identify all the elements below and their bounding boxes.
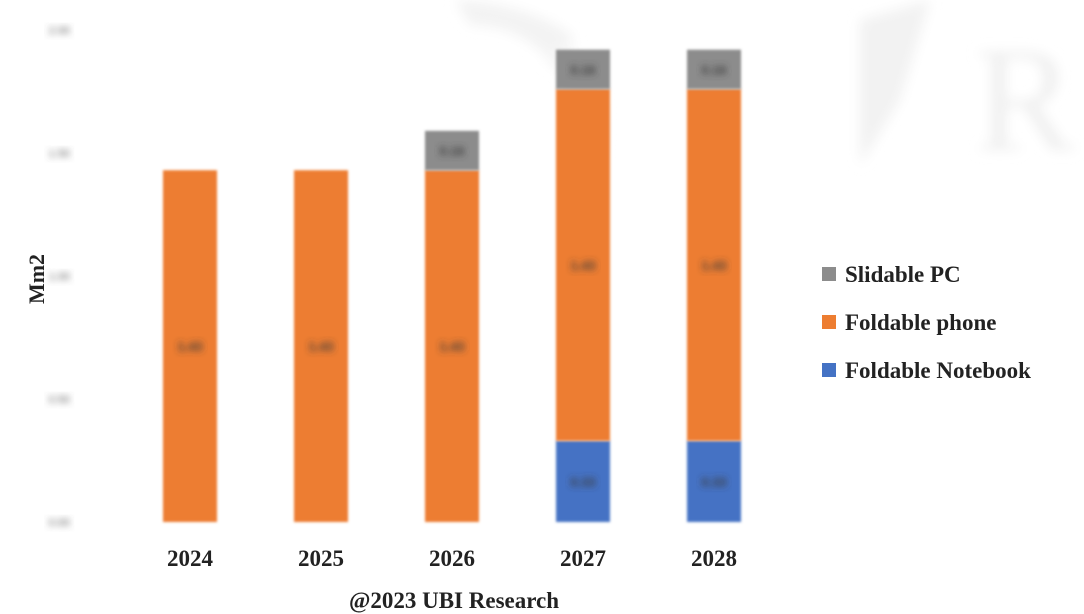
bar-segment — [425, 130, 479, 171]
legend-swatch — [822, 267, 836, 281]
bar-segment — [163, 170, 217, 522]
bar-segment — [556, 89, 610, 441]
bar-value-label: 0.33 — [701, 474, 726, 489]
bar-value-label: 0.33 — [570, 474, 595, 489]
watermark-letter: R — [975, 17, 1075, 183]
x-tick-label: 2028 — [691, 546, 737, 571]
bar-segment — [294, 170, 348, 522]
bar-segment — [556, 49, 610, 90]
bar-value-label: 1.43 — [701, 258, 726, 273]
legend-label: Foldable Notebook — [845, 358, 1031, 383]
bar-segment — [425, 170, 479, 522]
legend: Slidable PC Foldable phone Foldable Notebo… — [822, 262, 1031, 383]
x-tick-label: 2026 — [429, 546, 475, 571]
legend-label: Slidable PC — [845, 262, 961, 287]
legend-label: Foldable phone — [845, 310, 996, 335]
x-axis-ticks: 2024 2025 2026 2027 2028 — [167, 546, 737, 571]
x-axis-label: @2023 UBI Research — [349, 588, 559, 614]
y-tick-label: 0.50 — [49, 394, 70, 406]
y-tick-label: 2.00 — [49, 25, 70, 37]
x-tick-label: 2025 — [298, 546, 344, 571]
bar-value-label: 0.16 — [439, 144, 464, 159]
y-tick-label: 1.00 — [49, 271, 70, 283]
x-tick-label: 2024 — [167, 546, 214, 571]
bar-value-label: 1.43 — [570, 258, 595, 273]
bar-segment — [687, 89, 741, 441]
legend-item: Slidable PC — [822, 262, 961, 287]
y-axis-ticks: 0.00 0.50 1.00 1.50 2.00 — [49, 25, 70, 529]
y-tick-label: 1.50 — [49, 148, 70, 160]
bar-value-label: 0.16 — [701, 62, 726, 77]
bar-segment — [556, 440, 610, 522]
watermark-logo: R — [455, 0, 1075, 183]
y-tick-label: 0.00 — [49, 517, 70, 529]
y-axis-label: Mm2 — [24, 254, 49, 304]
legend-item: Foldable phone — [822, 310, 996, 335]
bar-segment — [687, 440, 741, 522]
legend-item: Foldable Notebook — [822, 358, 1031, 383]
legend-swatch — [822, 363, 836, 377]
bar-value-label: 1.43 — [308, 339, 333, 354]
legend-swatch — [822, 315, 836, 329]
bars-group: 1.43 1.43 1.43 0.16 0.33 1.43 0.16 0.33 1.43 0.16 — [163, 49, 741, 522]
x-tick-label: 2027 — [560, 546, 606, 571]
bar-value-label: 0.16 — [570, 62, 595, 77]
bar-segment — [687, 49, 741, 90]
bar-value-label: 1.43 — [439, 339, 464, 354]
bar-value-label: 1.43 — [177, 339, 202, 354]
